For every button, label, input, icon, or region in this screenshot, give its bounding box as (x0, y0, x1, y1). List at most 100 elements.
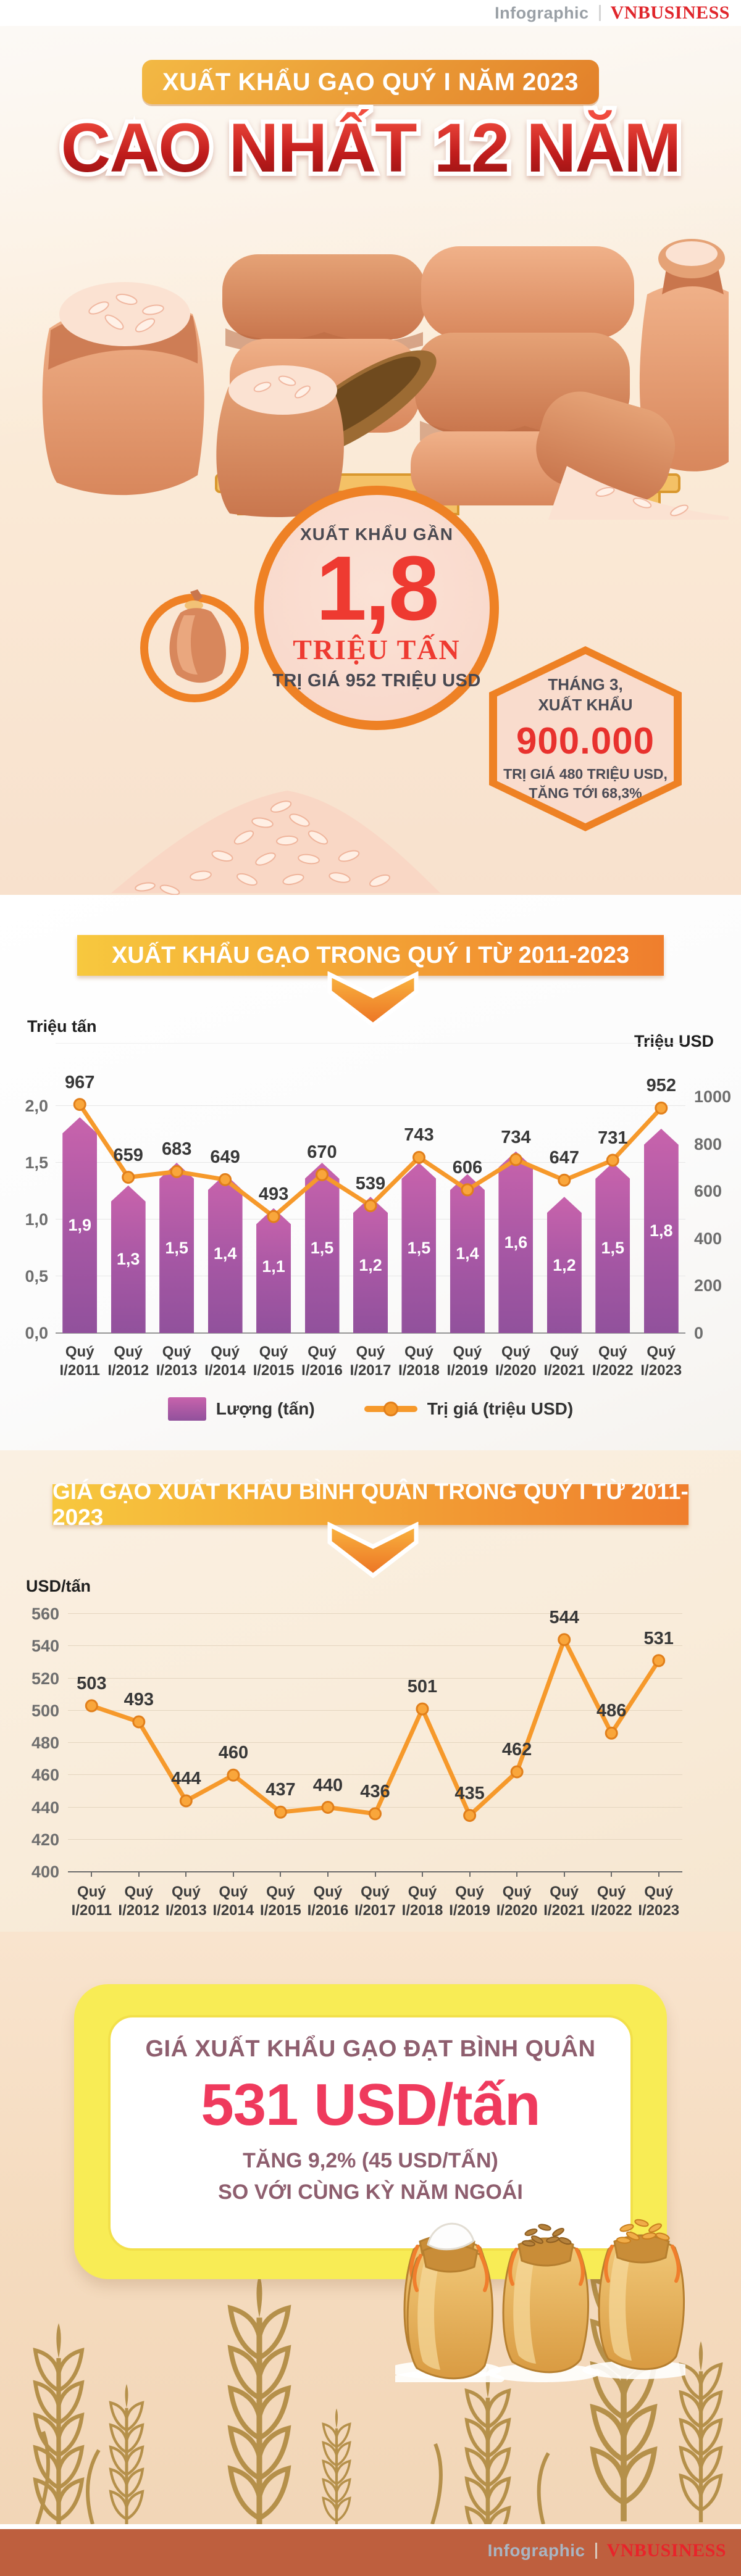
x-axis-label: Quý I/2019 (449, 1884, 490, 1919)
grid-line (56, 1162, 685, 1163)
volume-bar: 1,5 (401, 1163, 437, 1333)
grid-line (56, 1043, 685, 1044)
bar-value-label: 1,4 (213, 1244, 237, 1263)
point-value-label: 486 (596, 1701, 627, 1721)
axis-tick (516, 1871, 518, 1877)
x-axis-label: Quý I/2014 (212, 1884, 254, 1919)
point-value-label: 501 (407, 1677, 438, 1697)
x-axis-label: Quý I/2023 (638, 1884, 680, 1919)
line-point (321, 1801, 335, 1814)
volume-bar: 1,5 (304, 1163, 340, 1333)
x-axis-label: Quý I/2021 (543, 1884, 585, 1919)
volume-bar: 1,4 (450, 1174, 485, 1333)
hexagon-line1: THÁNG 3, (548, 675, 623, 694)
y2-axis-tick-label: 1000 (694, 1087, 732, 1106)
hero-section: XUẤT KHẨU GẠO QUÝ I NĂM 2023 CAO NHẤT 12… (0, 26, 741, 895)
point-value-label: 437 (266, 1780, 296, 1800)
rice-sacks-illustration (42, 239, 729, 520)
x-axis-label: Quý I/2016 (301, 1344, 343, 1379)
y2-axis-tick-label: 400 (694, 1229, 722, 1248)
y-axis-tick-label: 500 (31, 1701, 59, 1720)
main-headline: CAO NHẤT 12 NĂM (0, 114, 741, 183)
footer-brand-vnbusiness: VNBUSINESS (606, 2540, 726, 2561)
grid-line (56, 1332, 685, 1334)
exports-chart-section: XUẤT KHẨU GẠO TRONG QUÝ I TỪ 2011-2023 T… (0, 895, 741, 1450)
grid-line (68, 1839, 682, 1840)
axis-tick (91, 1871, 93, 1877)
x-axis-label: Quý I/2015 (260, 1884, 301, 1919)
bar-value-label: 1,8 (649, 1221, 673, 1240)
summary-card: GIÁ XUẤT KHẨU GẠO ĐẠT BÌNH QUÂN 531 USD/… (74, 1984, 667, 2279)
line-point (227, 1768, 240, 1782)
circle-caption: XUẤT KHẨU GẦN (300, 524, 453, 544)
axis-tick (185, 1871, 187, 1877)
bar-value-label: 1,5 (165, 1239, 188, 1257)
y-axis-tick-label: 440 (31, 1798, 59, 1817)
march-hexagon: THÁNG 3, XUẤT KHẨU 900.000 TRỊ GIÁ 480 T… (489, 646, 682, 831)
x-axis-label: Quý I/2017 (350, 1344, 391, 1379)
x-axis-label: Quý I/2012 (107, 1344, 149, 1379)
volume-bar: 1,6 (498, 1151, 534, 1333)
bar-value-label: 1,2 (553, 1255, 576, 1274)
line-point (85, 1699, 98, 1713)
y-axis-tick-label: 0,0 (25, 1324, 48, 1342)
axis-tick (138, 1871, 140, 1877)
brand-logo: Infographic VNBUSINESS (495, 2, 730, 23)
small-sack-ring (140, 589, 249, 702)
y2-axis-tick-label: 800 (694, 1134, 722, 1153)
hexagon-line4: TĂNG TỚI 68,3% (529, 785, 642, 802)
brand-divider (598, 5, 601, 21)
bar-value-label: 1,5 (310, 1239, 334, 1257)
point-value-label: 493 (124, 1690, 154, 1710)
y-axis-tick-label: 460 (31, 1766, 59, 1785)
footer-brand-infographic: Infographic (487, 2541, 585, 2560)
line-point (510, 1765, 524, 1779)
x-axis-label: Quý I/2013 (156, 1344, 198, 1379)
bar-value-label: 1,4 (456, 1244, 479, 1263)
line-point (655, 1101, 668, 1115)
point-value-label: 436 (360, 1781, 390, 1801)
axis-tick (280, 1871, 282, 1877)
line-point (416, 1702, 429, 1716)
hexagon-line3: TRỊ GIÁ 480 TRIỆU USD, (503, 766, 668, 783)
y-axis-tick-label: 540 (31, 1637, 59, 1656)
point-value-label: 440 (312, 1775, 343, 1795)
grid-line (68, 1645, 682, 1647)
point-value-label: 460 (218, 1743, 249, 1763)
line-point (605, 1726, 618, 1740)
page-footer: Infographic VNBUSINESS (0, 2524, 741, 2576)
axis-tick (327, 1871, 329, 1877)
march-hexagon-inner: THÁNG 3, XUẤT KHẨU 900.000 TRỊ GIÁ 480 T… (497, 654, 674, 823)
x-axis-label: Quý I/2020 (496, 1884, 538, 1919)
line-point (179, 1794, 193, 1808)
line-point (369, 1807, 382, 1821)
y-axis-tick-label: 1,0 (25, 1210, 48, 1229)
x-axis-label: Quý I/2016 (307, 1884, 349, 1919)
line-point (170, 1165, 183, 1178)
circle-value: 1,8 (316, 537, 440, 639)
brand-infographic: Infographic (495, 3, 589, 22)
line-point (558, 1173, 571, 1187)
point-value-label: 743 (404, 1125, 434, 1145)
point-value-label: 606 (452, 1157, 483, 1178)
small-sack-icon (169, 589, 226, 683)
x-axis-label: Quý I/2013 (165, 1884, 207, 1919)
summary-title: GIÁ XUẤT KHẨU GẠO ĐẠT BÌNH QUÂN (145, 2036, 596, 2062)
y2-axis-tick-label: 0 (694, 1324, 704, 1342)
volume-bar: 1,3 (111, 1185, 146, 1333)
page-header: Infographic VNBUSINESS (0, 0, 741, 26)
volume-bar: 1,9 (62, 1117, 98, 1333)
footer-brand-logo: Infographic VNBUSINESS (488, 2540, 726, 2561)
line-point (364, 1199, 377, 1213)
volume-bar: 1,1 (256, 1208, 291, 1333)
line-point (132, 1715, 146, 1729)
line-point (316, 1168, 329, 1181)
point-value-label: 493 (258, 1184, 289, 1205)
line-point (463, 1809, 477, 1822)
line-point (219, 1173, 232, 1186)
line-point (73, 1098, 86, 1111)
y-axis-tick-label: 0,5 (25, 1267, 48, 1286)
point-value-label: 462 (501, 1740, 532, 1760)
summary-section: GIÁ XUẤT KHẨU GẠO ĐẠT BÌNH QUÂN 531 USD/… (0, 1932, 741, 2524)
